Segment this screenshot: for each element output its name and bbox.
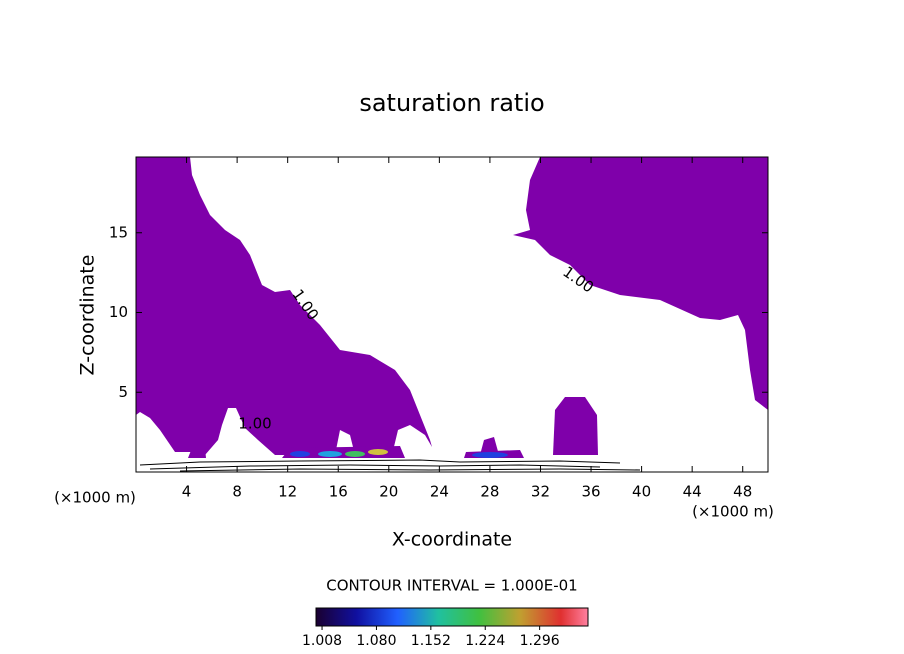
region bbox=[188, 448, 206, 458]
colorbar-label: 1.008 bbox=[302, 633, 342, 649]
contour-interval: CONTOUR INTERVAL = 1.000E-01 bbox=[326, 577, 577, 595]
colorbar-label: 1.080 bbox=[356, 633, 396, 649]
blob bbox=[318, 451, 342, 457]
x-tick-label: 48 bbox=[733, 483, 752, 501]
colorbar-label: 1.296 bbox=[520, 633, 560, 649]
x-axis-label: X-coordinate bbox=[392, 529, 512, 551]
y-tick-label: 15 bbox=[109, 223, 128, 241]
x-tick-label: 32 bbox=[531, 483, 550, 501]
detail bbox=[139, 449, 641, 472]
chart-title: saturation ratio bbox=[359, 89, 544, 117]
contour-regions bbox=[136, 157, 768, 458]
region bbox=[282, 446, 405, 458]
y-tick-label: 10 bbox=[109, 303, 128, 321]
plot-frame bbox=[135, 156, 769, 473]
x-unit-label: (×1000 m) bbox=[54, 489, 136, 507]
colorbar-label: 1.224 bbox=[465, 633, 505, 649]
contour-line bbox=[149, 464, 601, 470]
contour-label: 1.00 bbox=[238, 415, 271, 433]
x-tick-label: 44 bbox=[683, 483, 702, 501]
blob bbox=[290, 451, 310, 457]
colorbar-label: 1.152 bbox=[411, 633, 451, 649]
x-tick-label: 28 bbox=[480, 483, 499, 501]
blob bbox=[368, 449, 388, 455]
x-tick-label: 20 bbox=[379, 483, 398, 501]
blob bbox=[345, 451, 365, 457]
x-tick-label: 36 bbox=[581, 483, 600, 501]
y-tick-label: 5 bbox=[118, 383, 128, 401]
colorbar bbox=[315, 607, 589, 627]
contour-line bbox=[179, 468, 641, 472]
region bbox=[553, 397, 598, 455]
x-tick-label: 12 bbox=[278, 483, 297, 501]
region bbox=[136, 157, 432, 455]
x-tick-label: 16 bbox=[329, 483, 348, 501]
region bbox=[513, 157, 768, 410]
x-unit-label: (×1000 m) bbox=[692, 503, 774, 521]
region bbox=[480, 437, 499, 455]
x-tick-label: 24 bbox=[430, 483, 449, 501]
x-tick-label: 8 bbox=[232, 483, 242, 501]
x-tick-label: 4 bbox=[182, 483, 192, 501]
blob bbox=[472, 452, 508, 458]
contour-line bbox=[139, 459, 621, 466]
x-tick-label: 40 bbox=[632, 483, 651, 501]
y-axis-label: Z-coordinate bbox=[77, 255, 99, 376]
